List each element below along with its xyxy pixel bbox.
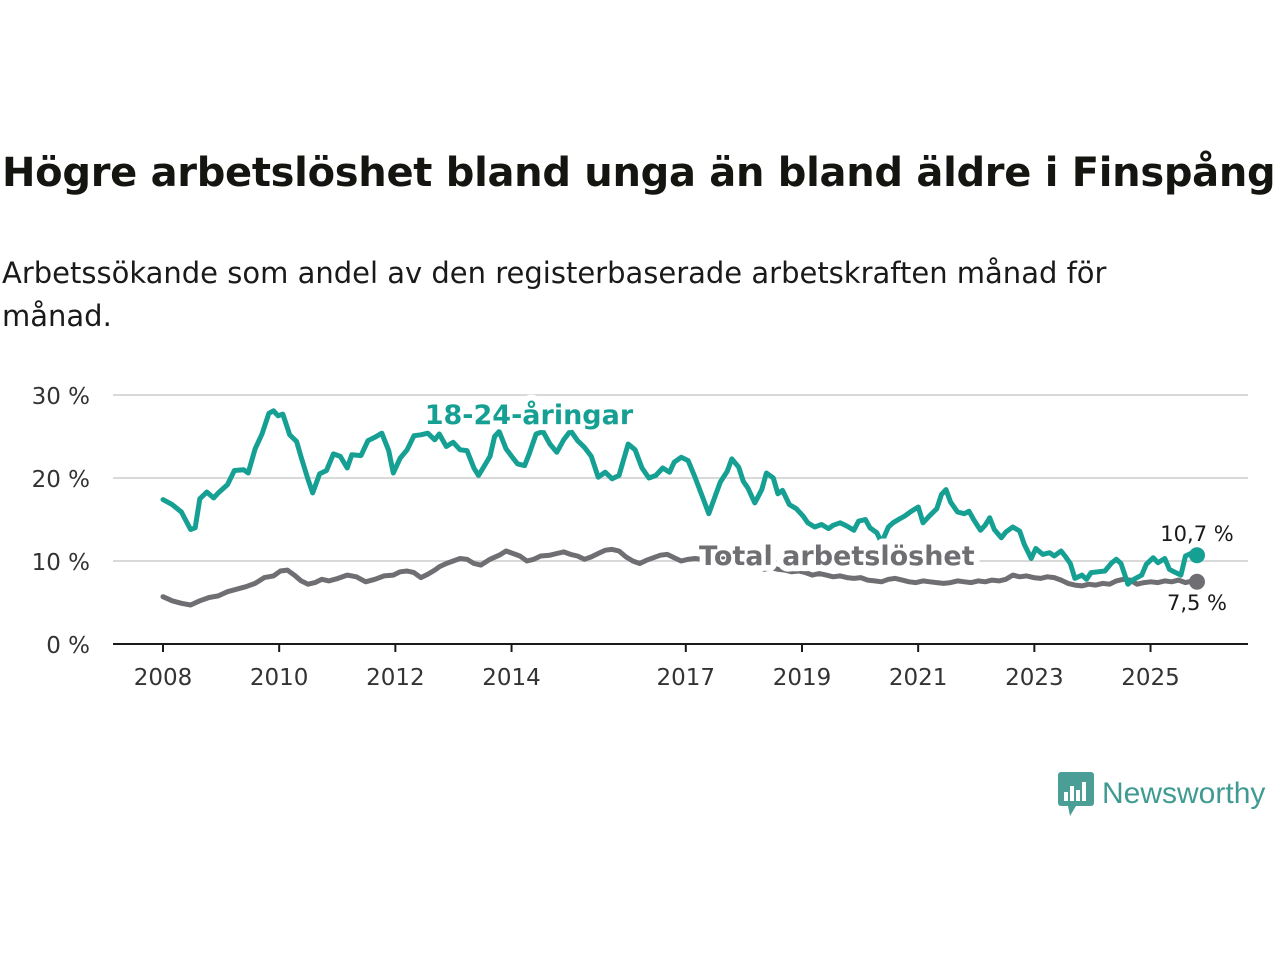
- series-endpoints: 10,7 % 7,5 %: [1160, 522, 1233, 615]
- x-axis-ticks: 2008 2010 2012 2014 2017 2019 2021 2023 2025: [134, 644, 1180, 691]
- series-end-label: 7,5 %: [1167, 591, 1227, 615]
- annotation-halo: Total arbetslöshet: [699, 541, 975, 572]
- x-tick-label: 2025: [1121, 665, 1180, 691]
- x-tick-label: 2021: [889, 665, 948, 691]
- chart-title: Högre arbetslöshet bland unga än bland ä…: [2, 150, 1276, 196]
- x-tick-label: 2010: [250, 665, 309, 691]
- x-tick-label: 2017: [657, 665, 716, 691]
- series-endpoint: [1189, 573, 1205, 590]
- series-annotation: 18-24-åringar: [425, 399, 634, 431]
- chart-subtitle: Arbetssökande som andel av den registerb…: [2, 256, 1107, 333]
- x-tick-label: 2019: [773, 665, 832, 691]
- newsworthy-logo-icon: [1058, 772, 1094, 816]
- newsworthy-brand: Newsworthy: [1058, 772, 1265, 816]
- brand-name: Newsworthy: [1102, 777, 1266, 810]
- series-end-label: 10,7 %: [1160, 522, 1233, 546]
- series-line-youth: [160, 408, 1200, 587]
- x-tick-label: 2012: [366, 665, 425, 691]
- x-tick-label: 2008: [134, 665, 193, 691]
- x-tick-label: 2014: [482, 665, 541, 691]
- y-tick-label: 0 %: [46, 633, 90, 659]
- series-endpoint: [1189, 547, 1205, 564]
- series-annotation: Total arbetslöshet: [699, 541, 975, 572]
- y-tick-label: 30 %: [32, 384, 90, 410]
- x-tick-label: 2023: [1005, 665, 1064, 691]
- series-line-total: [160, 546, 1200, 608]
- y-tick-label: 20 %: [32, 467, 90, 493]
- annotation-halo: 18-24-åringar: [425, 399, 634, 431]
- y-axis-ticks: 0 % 10 % 20 % 30 %: [32, 384, 90, 659]
- series-lines: [160, 408, 1200, 608]
- y-tick-label: 10 %: [32, 550, 90, 576]
